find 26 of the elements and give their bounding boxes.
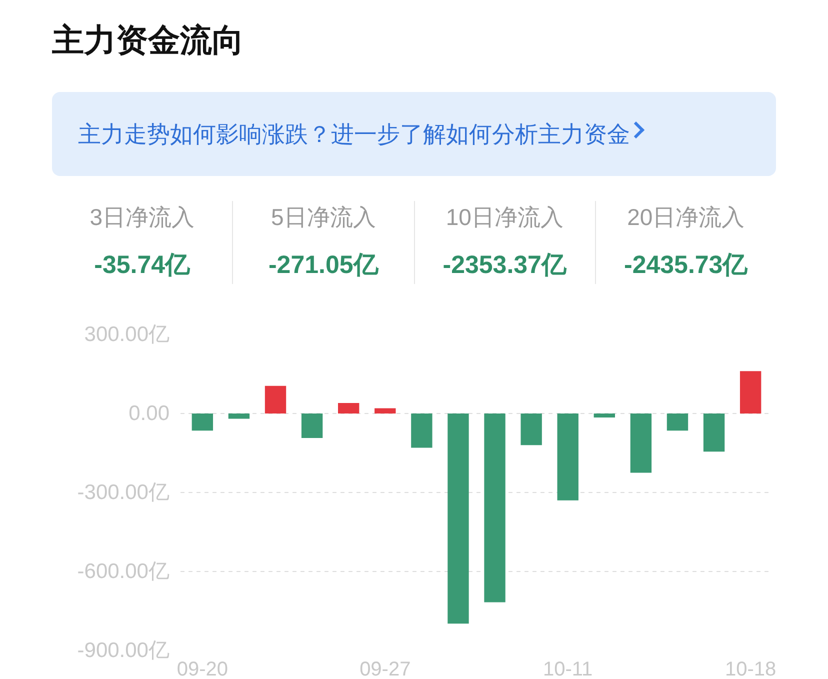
- text: -271.05亿: [267, 250, 380, 281]
- bar: [740, 371, 762, 414]
- text: 5日净流入: [270, 203, 377, 232]
- bar: [594, 414, 615, 418]
- text: 20日净流入: [626, 203, 746, 232]
- bar: [411, 414, 432, 448]
- bar: [630, 414, 652, 473]
- text: -35.74亿: [93, 250, 192, 281]
- text: 10日净流入: [444, 203, 564, 232]
- bar: [338, 402, 360, 414]
- bar: [520, 414, 542, 446]
- bar: [484, 414, 506, 602]
- text: -2353.37亿: [442, 250, 568, 281]
- bar: [703, 414, 725, 452]
- bar: [557, 414, 578, 500]
- bar: [666, 414, 688, 431]
- bar: [448, 414, 469, 624]
- text: -2435.73亿: [623, 250, 749, 281]
- bar: [192, 414, 214, 431]
- bar: [301, 414, 323, 438]
- chart-title: 主力资金流向: [52, 21, 244, 60]
- bar: [374, 408, 396, 414]
- bar: [228, 414, 250, 419]
- chart-subtitle: 主力走势如何影响涨跌？进一步了解如何分析主力资金: [78, 120, 631, 149]
- bar: [264, 386, 286, 414]
- text: 3日净流入: [88, 203, 196, 232]
